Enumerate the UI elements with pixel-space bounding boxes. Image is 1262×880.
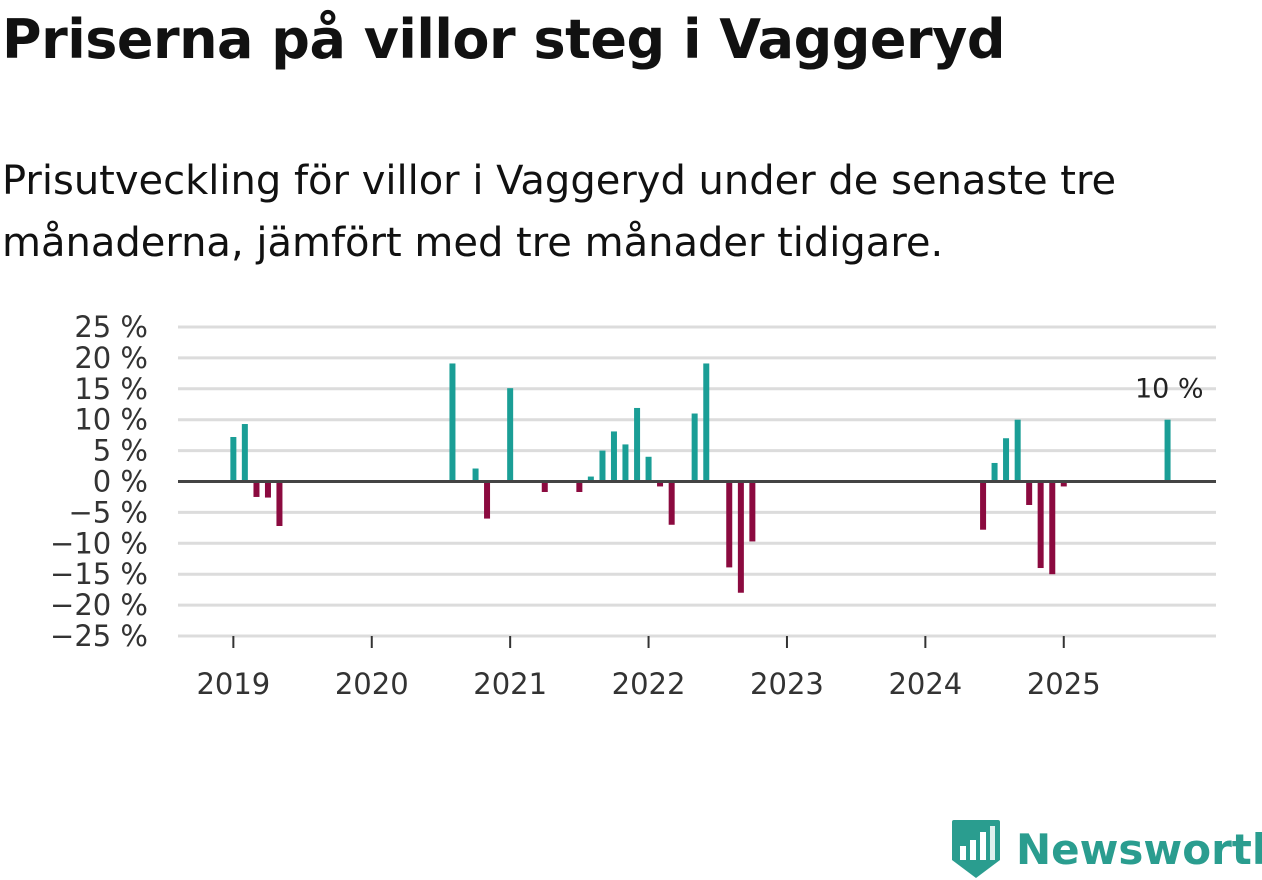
x-tick-label: 2021 bbox=[473, 667, 547, 701]
bar bbox=[253, 481, 260, 497]
y-tick-label: −25 % bbox=[50, 619, 148, 653]
bar bbox=[1164, 419, 1171, 482]
bar bbox=[484, 481, 491, 519]
bar bbox=[472, 468, 479, 482]
bar bbox=[449, 363, 456, 482]
bar bbox=[1060, 481, 1067, 487]
y-axis-ticks: 25 %20 %15 %10 %5 %0 %−5 %−10 %−15 %−20 … bbox=[50, 310, 148, 653]
y-tick-label: 10 % bbox=[74, 403, 148, 437]
bar bbox=[1026, 481, 1033, 505]
bar bbox=[1003, 438, 1010, 482]
x-tick-label: 2022 bbox=[612, 667, 686, 701]
bar bbox=[276, 481, 283, 526]
x-tick-label: 2025 bbox=[1027, 667, 1101, 701]
x-tick-label: 2024 bbox=[888, 667, 962, 701]
bar bbox=[1037, 481, 1044, 569]
bar bbox=[749, 481, 756, 542]
bar bbox=[587, 476, 594, 482]
last-value-label: 10 % bbox=[1135, 374, 1204, 405]
y-tick-label: 25 % bbox=[74, 310, 148, 344]
bar bbox=[726, 481, 733, 568]
bar bbox=[1014, 419, 1021, 482]
x-tick-label: 2020 bbox=[335, 667, 409, 701]
newsworthy-logo-icon bbox=[952, 820, 1000, 878]
bar bbox=[230, 437, 237, 482]
y-tick-label: −20 % bbox=[50, 588, 148, 622]
bar bbox=[541, 481, 548, 493]
bar bbox=[622, 444, 629, 482]
bar bbox=[634, 407, 641, 482]
y-tick-label: 15 % bbox=[74, 372, 148, 406]
bar bbox=[668, 481, 675, 525]
y-tick-label: −15 % bbox=[50, 557, 148, 591]
y-tick-label: 5 % bbox=[93, 434, 148, 468]
newsworthy-logo: Newsworthy bbox=[950, 818, 1262, 880]
bar bbox=[657, 481, 664, 487]
bar bbox=[991, 462, 998, 482]
bars bbox=[230, 363, 1171, 593]
bar bbox=[507, 388, 514, 482]
bar bbox=[645, 456, 652, 482]
annotations: 10 % bbox=[1135, 374, 1204, 405]
bar bbox=[610, 431, 617, 482]
chart-title: Priserna på villor steg i Vaggeryd bbox=[2, 8, 1006, 71]
bar bbox=[599, 450, 606, 482]
brand-name: Newsworthy bbox=[1016, 824, 1262, 874]
bar bbox=[703, 363, 710, 482]
bar bbox=[980, 481, 987, 530]
x-tick-label: 2023 bbox=[750, 667, 824, 701]
y-tick-label: 0 % bbox=[93, 465, 148, 499]
bar bbox=[737, 481, 744, 593]
y-tick-label: −10 % bbox=[50, 526, 148, 560]
bar bbox=[1049, 481, 1056, 575]
y-tick-label: −5 % bbox=[68, 495, 148, 529]
x-axis-ticks: 2019 2020 2021 2022 2023 2024 2025 bbox=[178, 635, 1216, 701]
x-tick-label: 2019 bbox=[196, 667, 270, 701]
bar bbox=[241, 424, 248, 482]
bar bbox=[576, 481, 583, 493]
y-tick-label: 20 % bbox=[74, 341, 148, 375]
bar bbox=[691, 413, 698, 482]
bar bbox=[264, 481, 271, 498]
chart-subtitle: Prisutveckling för villor i Vaggeryd und… bbox=[2, 158, 1117, 266]
